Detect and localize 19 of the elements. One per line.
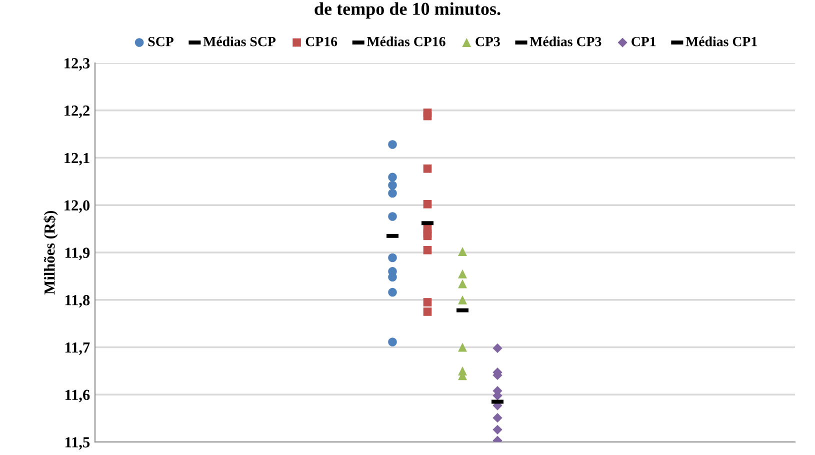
legend-label: Médias CP16 <box>366 36 446 46</box>
legend-label: SCP <box>148 36 174 46</box>
y-tick-label: 12,3 <box>64 58 90 71</box>
y-tick-label: 11,5 <box>65 437 90 450</box>
y-tick-label: 12,2 <box>64 106 90 118</box>
legend-label: CP1 <box>632 36 656 46</box>
y-tick-label: 11,9 <box>65 248 90 260</box>
legend-label: CP3 <box>476 36 500 46</box>
legend-label: CP16 <box>306 36 338 46</box>
chart-title: de tempo de 10 minutos. <box>314 2 500 19</box>
y-axis-title: Milhões (R$) <box>44 210 58 294</box>
y-tick-label: 12,1 <box>64 152 90 166</box>
legend-label: Médias SCP <box>203 36 276 46</box>
y-tick-label: 11,7 <box>65 342 90 355</box>
legend-label: Médias CP3 <box>530 36 602 46</box>
y-tick-label: 12,0 <box>64 200 90 213</box>
y-tick-label: 11,8 <box>65 295 90 308</box>
y-tick-label: 11,6 <box>65 390 90 402</box>
legend-label: Médias CP1 <box>686 36 757 46</box>
